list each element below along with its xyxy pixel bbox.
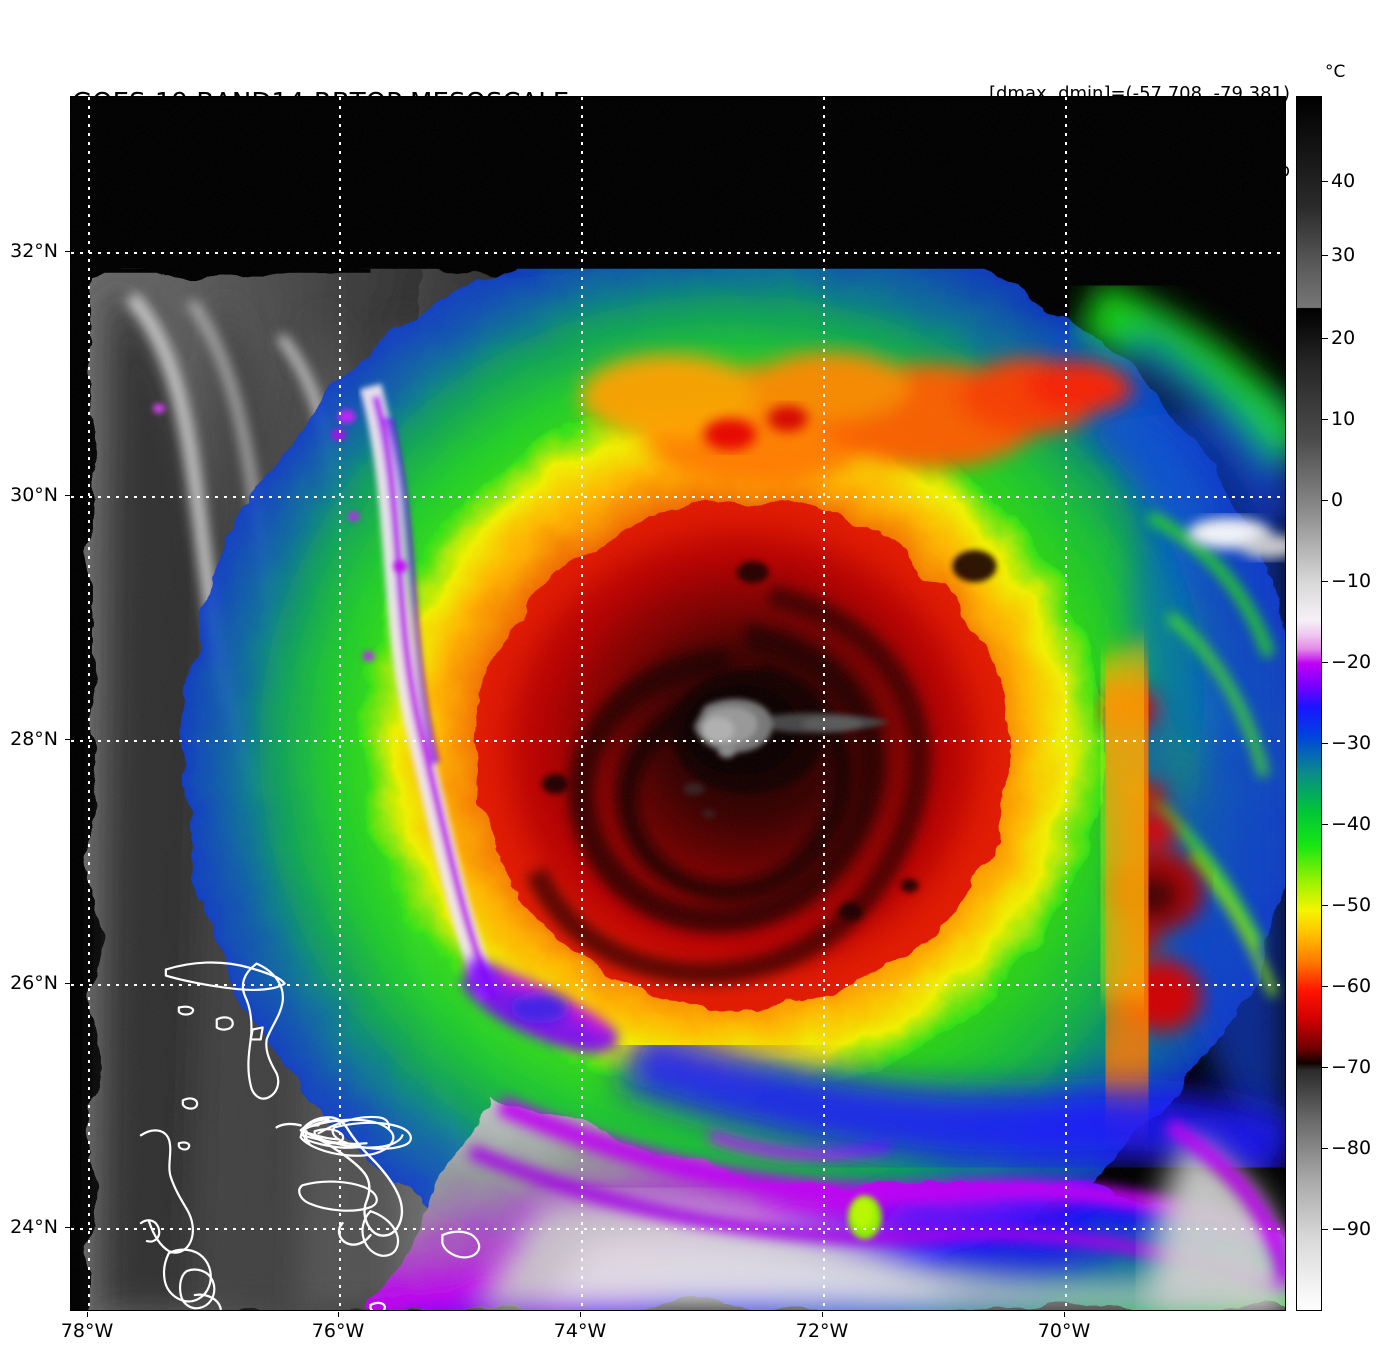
cbar-label-n20: −20 [1331, 651, 1372, 673]
cbar-tick-n40 [1322, 824, 1328, 825]
cbar-tick-n20 [1322, 662, 1328, 663]
ytick-label-24n: 24°N [10, 1216, 58, 1238]
xtick-label-76w: 76°W [311, 1320, 365, 1342]
cbar-tick-n10 [1322, 581, 1328, 582]
cbar-label-0: 0 [1331, 489, 1344, 511]
cbar-label-n60: −60 [1331, 975, 1372, 997]
xtick-label-78w: 78°W [60, 1320, 114, 1342]
cbar-tick-n70 [1322, 1067, 1328, 1068]
cbar-label-n90: −90 [1331, 1218, 1372, 1240]
ytick-label-26n: 26°N [10, 972, 58, 994]
colorbar-unit-label: °C [1325, 62, 1346, 82]
cbar-tick-n90 [1322, 1229, 1328, 1230]
cbar-tick-40 [1322, 181, 1328, 182]
colorbar[interactable] [1296, 96, 1322, 1311]
tick-lat-28 [65, 739, 70, 740]
satellite-imagery [71, 97, 1285, 1310]
cbar-label-30: 30 [1331, 244, 1356, 266]
cbar-label-10: 10 [1331, 408, 1356, 430]
ytick-label-30n: 30°N [10, 484, 58, 506]
cbar-tick-10 [1322, 419, 1328, 420]
cbar-label-n50: −50 [1331, 894, 1372, 916]
tick-lat-30 [65, 495, 70, 496]
cbar-tick-0 [1322, 500, 1328, 501]
tick-lon-70 [1064, 1312, 1065, 1317]
tick-lat-26 [65, 983, 70, 984]
colorbar-gradient [1297, 97, 1321, 1310]
cbar-label-40: 40 [1331, 170, 1356, 192]
cbar-label-20: 20 [1331, 327, 1356, 349]
cbar-label-n30: −30 [1331, 732, 1372, 754]
tick-lon-74 [580, 1312, 581, 1317]
tick-lat-32 [65, 251, 70, 252]
cbar-tick-n80 [1322, 1148, 1328, 1149]
cbar-tick-30 [1322, 255, 1328, 256]
tick-lon-78 [87, 1312, 88, 1317]
cbar-tick-n30 [1322, 743, 1328, 744]
cbar-label-n40: −40 [1331, 813, 1372, 835]
cbar-label-n80: −80 [1331, 1137, 1372, 1159]
xtick-label-72w: 72°W [795, 1320, 849, 1342]
tick-lon-72 [822, 1312, 823, 1317]
cbar-tick-n60 [1322, 986, 1328, 987]
xtick-label-74w: 74°W [553, 1320, 607, 1342]
tick-lon-76 [338, 1312, 339, 1317]
cbar-label-n70: −70 [1331, 1056, 1372, 1078]
cbar-tick-20 [1322, 338, 1328, 339]
satellite-image-plot[interactable]: Copyright © 2020-2025 Dapiya [70, 96, 1286, 1311]
cbar-label-n10: −10 [1331, 570, 1372, 592]
tick-lat-24 [65, 1227, 70, 1228]
ytick-label-28n: 28°N [10, 728, 58, 750]
ytick-label-32n: 32°N [10, 240, 58, 262]
cbar-tick-n50 [1322, 905, 1328, 906]
xtick-label-70w: 70°W [1037, 1320, 1091, 1342]
